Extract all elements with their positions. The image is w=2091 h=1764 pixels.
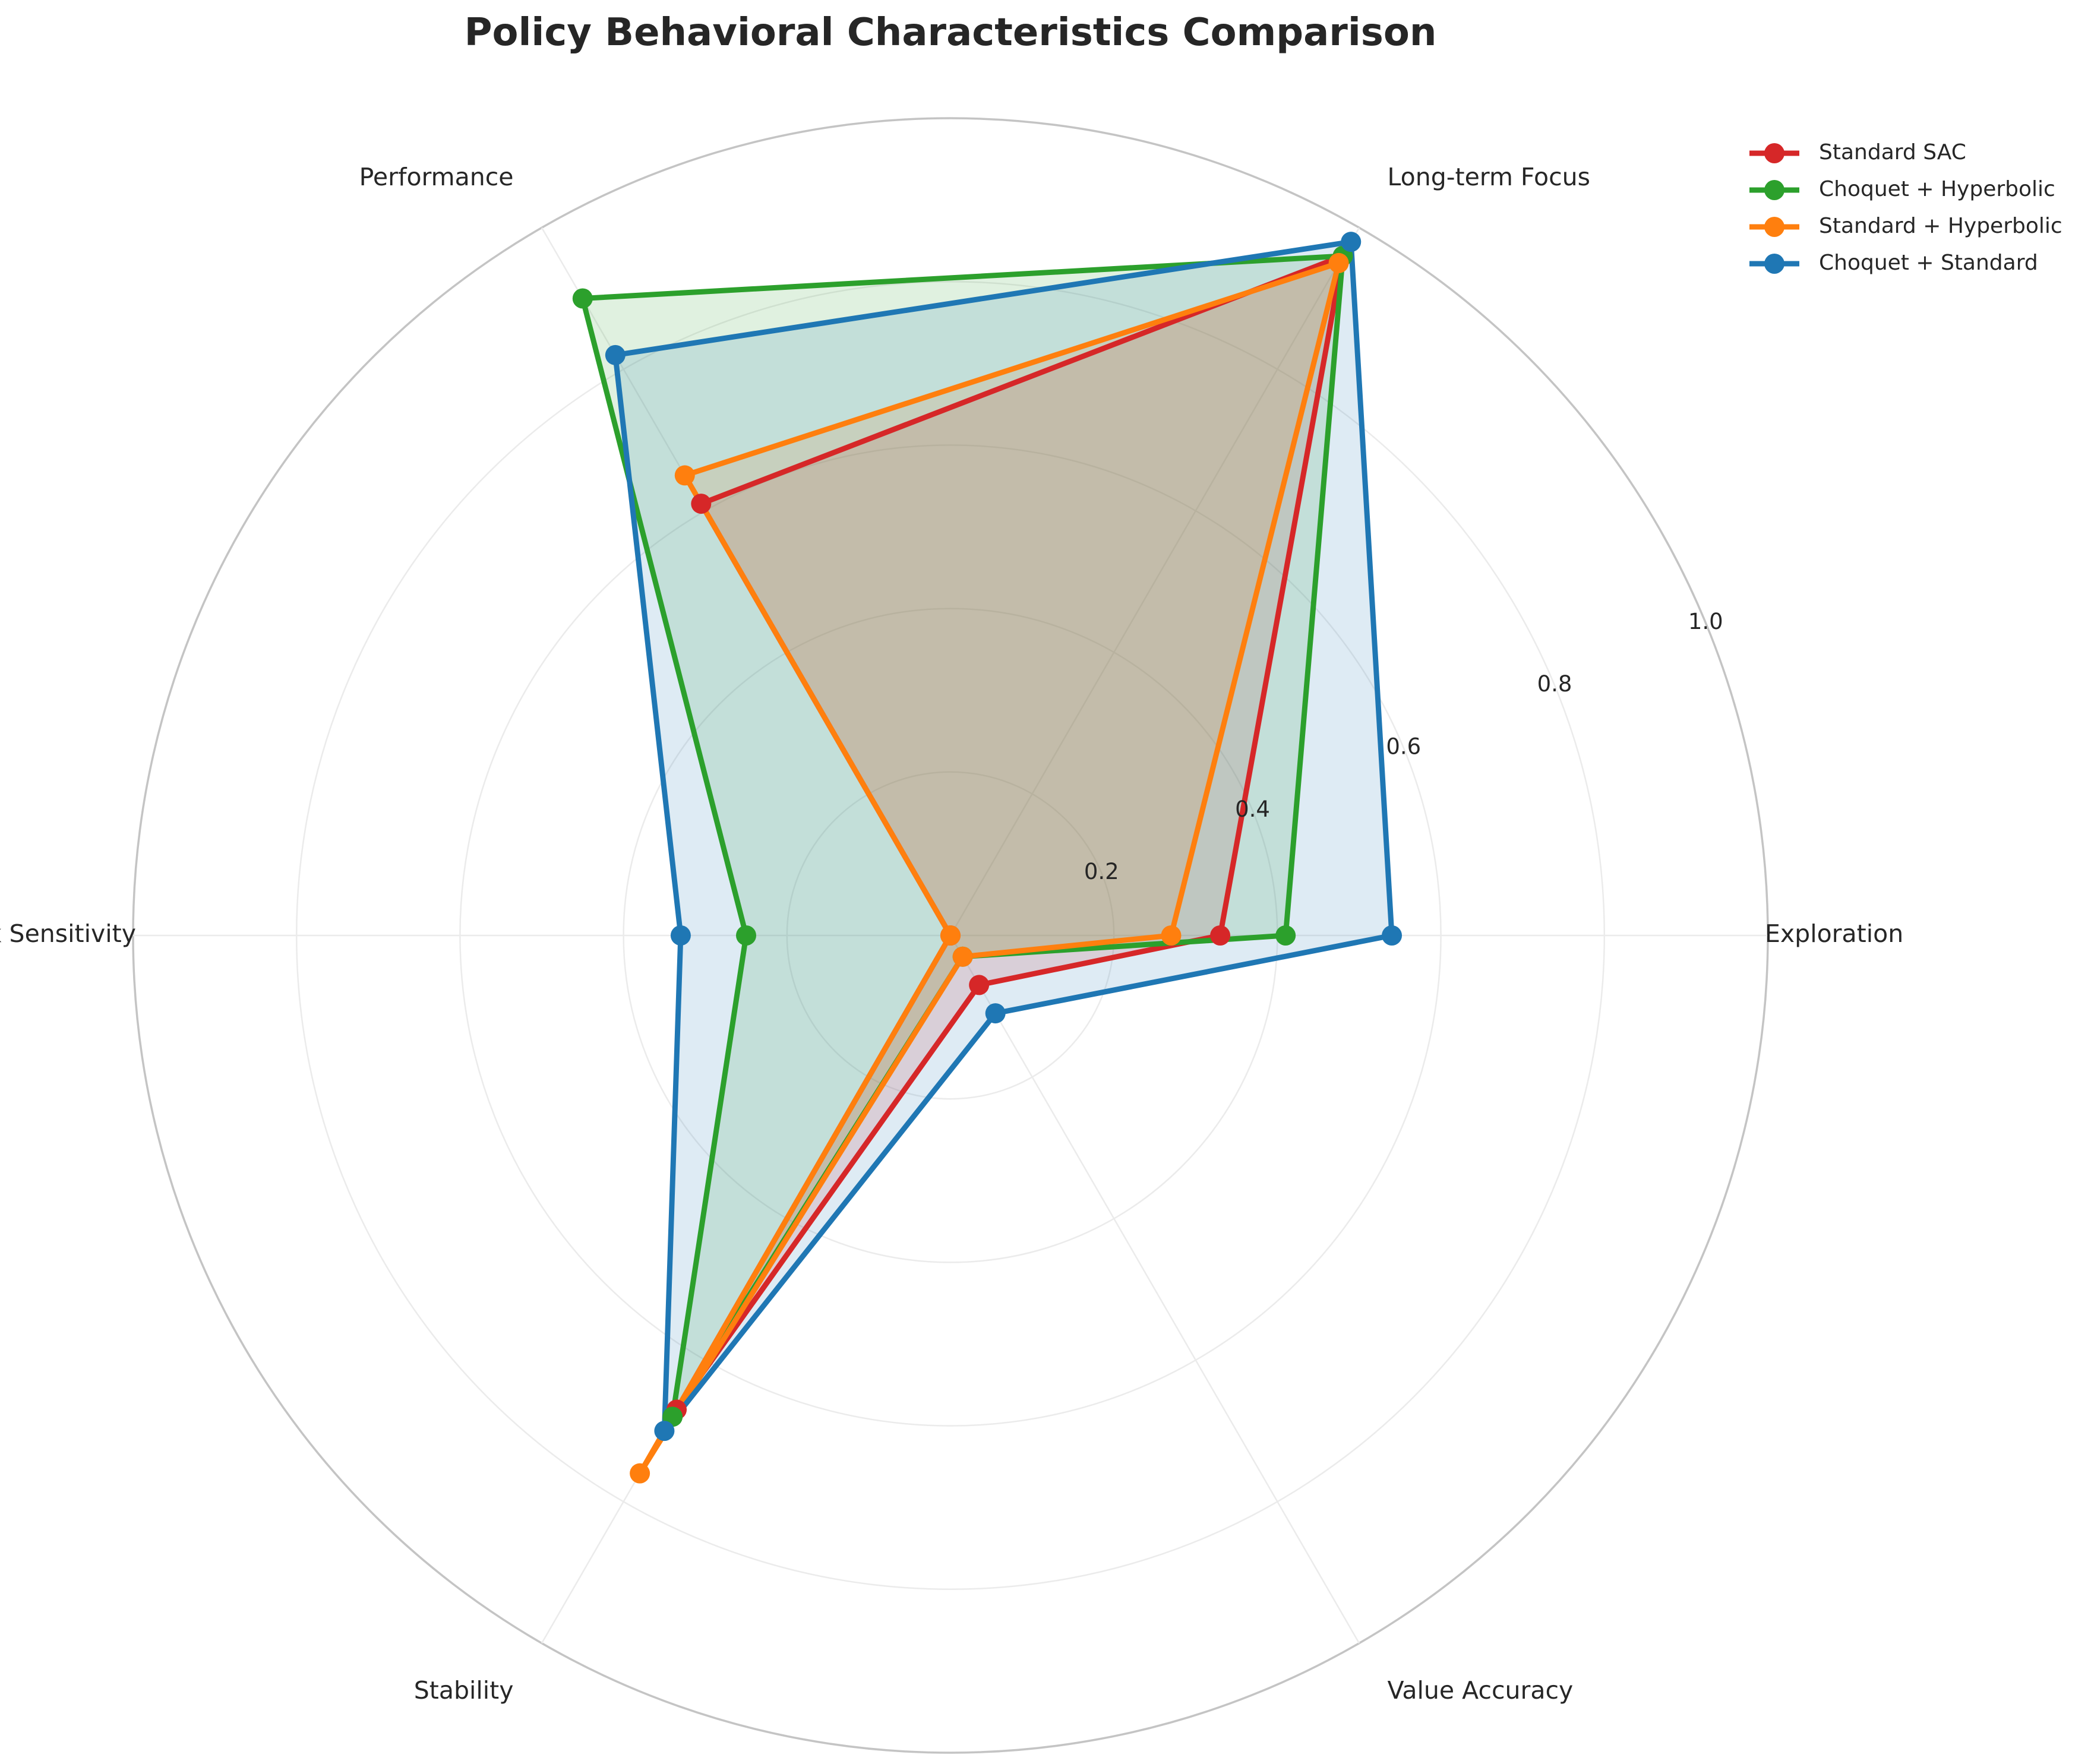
radial-tick-labels: 0.2 0.4 0.6 0.8 1.0	[1084, 609, 1723, 884]
series-points	[572, 232, 1403, 1484]
axis-label: Exploration	[1765, 919, 1903, 948]
radial-tick-label: 0.4	[1235, 796, 1270, 822]
axis-label: Stability	[414, 1676, 514, 1705]
data-point	[736, 925, 756, 946]
data-point	[630, 1463, 650, 1484]
legend-marker	[1764, 254, 1784, 274]
series-fill	[640, 263, 1339, 1474]
axis-label: Performance	[359, 163, 514, 191]
series-fill	[582, 256, 1343, 1417]
axis-label: Risk Sensitivity	[0, 919, 136, 948]
data-point	[1382, 925, 1403, 946]
data-point	[969, 975, 990, 995]
legend-marker	[1764, 217, 1784, 237]
axis-label: Value Accuracy	[1388, 1676, 1574, 1705]
series-fill	[677, 256, 1343, 1410]
data-point	[1328, 252, 1349, 273]
series-fill	[615, 242, 1392, 1431]
data-point	[1275, 925, 1296, 946]
data-point	[605, 344, 626, 365]
data-point	[654, 1421, 675, 1441]
legend-marker	[1764, 143, 1784, 163]
series-fills	[582, 242, 1392, 1474]
axis-labels: Exploration Long-term Focus Performance Ris…	[0, 163, 1903, 1705]
data-point	[670, 925, 691, 946]
grid-spoke	[949, 227, 1360, 936]
data-point	[691, 494, 712, 514]
radial-tick-label: 0.8	[1537, 671, 1572, 697]
axis-label: Long-term Focus	[1388, 163, 1591, 191]
data-point	[985, 1003, 1006, 1024]
legend: Standard SAC Choquet + Hyperbolic Standard…	[1749, 140, 2062, 275]
data-point	[572, 288, 593, 309]
radial-tick-label: 0.2	[1084, 859, 1119, 884]
data-point	[674, 465, 695, 486]
chart-title: Policy Behavioral Characteristics Compar…	[465, 11, 1437, 55]
data-point	[1161, 925, 1182, 946]
legend-marker	[1764, 180, 1784, 200]
legend-label: Choquet + Standard	[1819, 251, 2038, 275]
legend-label: Standard + Hyperbolic	[1819, 214, 2062, 238]
legend-label: Choquet + Hyperbolic	[1819, 177, 2055, 201]
data-point	[1341, 232, 1362, 252]
data-point	[1210, 925, 1231, 946]
legend-label: Standard SAC	[1819, 140, 1966, 165]
radial-tick-label: 1.0	[1688, 609, 1723, 634]
grid-spoke	[949, 935, 1360, 1644]
data-point	[940, 925, 961, 946]
radial-tick-label: 0.6	[1386, 734, 1421, 760]
data-point	[952, 946, 973, 967]
